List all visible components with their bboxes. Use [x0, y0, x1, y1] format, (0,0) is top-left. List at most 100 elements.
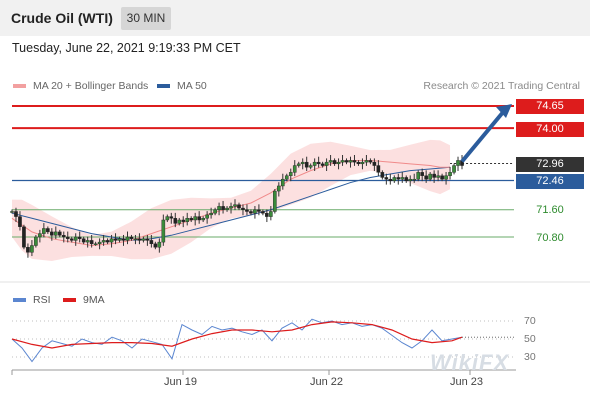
- x-tick-jun23: Jun 23: [450, 376, 484, 388]
- candle-body: [193, 216, 197, 221]
- candle-body: [288, 172, 293, 176]
- timeframe-button[interactable]: 30 MIN: [121, 7, 171, 30]
- candle-body: [296, 163, 301, 166]
- candle-body: [85, 240, 90, 243]
- legend-ma9: 9MA: [63, 294, 105, 306]
- candle-body: [101, 240, 106, 243]
- candle-body: [368, 160, 373, 163]
- candle-body: [145, 238, 150, 241]
- candle-body: [324, 161, 329, 166]
- instrument-title: Crude Oil (WTI): [11, 10, 113, 26]
- candle-body: [165, 216, 170, 221]
- candle-body: [30, 245, 34, 253]
- candle-body: [448, 172, 452, 176]
- candle-body: [292, 165, 297, 173]
- candle-body: [141, 238, 146, 241]
- forecast-arrow-shaft: [460, 109, 506, 163]
- candle-body: [205, 214, 209, 219]
- candle-body: [304, 161, 309, 168]
- candle-body: [316, 161, 321, 165]
- bollinger-band: [12, 139, 451, 262]
- candle-body: [245, 209, 249, 212]
- candle-body: [340, 160, 345, 163]
- candle-body: [360, 161, 365, 165]
- candle-body: [308, 165, 313, 168]
- level-label-72-46: 72.46: [516, 174, 584, 189]
- rsi-level-30: 30: [524, 351, 536, 363]
- candle-body: [42, 228, 46, 234]
- candle-body: [404, 177, 409, 182]
- candle-body: [372, 161, 377, 166]
- candle-body: [77, 236, 82, 239]
- candle-body: [50, 231, 54, 236]
- candle-body: [97, 241, 102, 245]
- candle-body: [384, 177, 389, 180]
- candle-body: [408, 178, 413, 182]
- candle-body: [213, 209, 217, 214]
- candle-body: [117, 238, 122, 241]
- level-label-70-80: 70.80: [536, 232, 564, 244]
- candle-body: [428, 173, 432, 180]
- legend-ma20-label: MA 20 + Bollinger Bands: [33, 80, 149, 92]
- candle-body: [320, 163, 325, 166]
- rsi-swatch: [13, 298, 26, 302]
- legend-ma50-label: MA 50: [177, 80, 207, 92]
- ma50-line: [11, 166, 451, 241]
- x-tick-jun19: Jun 19: [164, 376, 198, 388]
- candle-body: [356, 161, 361, 165]
- candle-body: [197, 216, 201, 221]
- candle-body: [14, 211, 18, 217]
- candle-body: [380, 172, 385, 178]
- candle-body: [284, 175, 289, 180]
- candle-body: [38, 233, 42, 238]
- candle-body: [396, 177, 401, 180]
- candle-body: [253, 209, 257, 214]
- candle-body: [412, 178, 417, 181]
- x-tick-jun22: Jun 22: [310, 376, 344, 388]
- candle-body: [10, 211, 14, 213]
- candle-body: [57, 231, 62, 236]
- candle-body: [73, 236, 78, 241]
- candle-body: [452, 165, 456, 173]
- candle-body: [137, 238, 142, 241]
- candle-body: [18, 216, 22, 227]
- candle-body: [376, 165, 381, 173]
- forecast-arrow-head: [496, 104, 512, 118]
- candle-body: [65, 236, 70, 239]
- candle-body: [185, 218, 190, 222]
- candle-body: [249, 211, 253, 214]
- candle-body: [241, 207, 245, 210]
- candle-body: [93, 243, 98, 246]
- candle-body: [432, 173, 436, 178]
- candle-body: [265, 212, 269, 217]
- candle-body: [81, 238, 86, 243]
- candle-body: [201, 218, 205, 221]
- candle-body: [352, 160, 357, 163]
- candle-body: [444, 175, 448, 180]
- candle-body: [388, 178, 393, 182]
- candle-body: [34, 236, 38, 246]
- rsi-level-50: 50: [524, 333, 536, 345]
- ma9-swatch: [63, 298, 76, 302]
- candle-body: [328, 160, 333, 163]
- candle-body: [229, 206, 233, 209]
- candle-body: [133, 238, 138, 240]
- candle-body: [121, 238, 126, 241]
- legend-ma50: MA 50: [157, 80, 207, 92]
- rsi-line: [11, 318, 463, 363]
- candle-body: [109, 238, 114, 243]
- candle-body: [149, 240, 154, 245]
- candle-body: [392, 177, 397, 182]
- watermark-logo: WikiFX: [430, 350, 510, 375]
- candle-body: [233, 204, 237, 207]
- candle-body: [257, 209, 261, 212]
- legend-ma20: MA 20 + Bollinger Bands: [13, 80, 148, 92]
- candle-body: [89, 240, 94, 245]
- level-label-74-00: 74.00: [516, 122, 584, 137]
- candle-body: [420, 172, 424, 176]
- level-label-72-96: 72.96: [516, 157, 584, 172]
- candle-body: [69, 238, 74, 241]
- ma50-swatch: [157, 84, 170, 88]
- candle-body: [225, 207, 229, 210]
